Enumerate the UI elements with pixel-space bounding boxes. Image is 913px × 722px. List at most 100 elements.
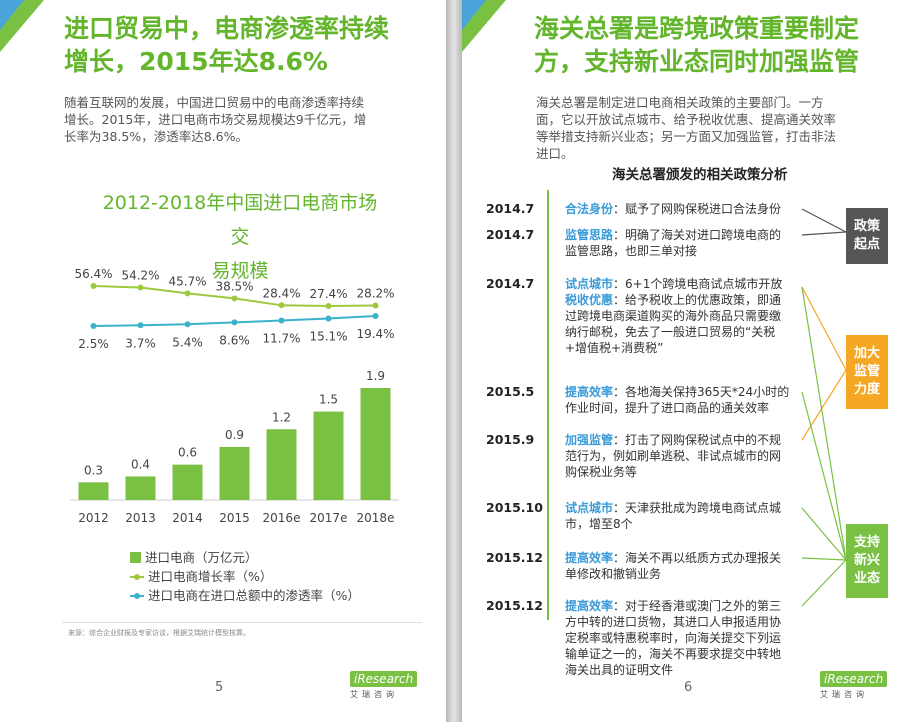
event-tag: 提高效率 [565, 385, 614, 399]
chart-title-line: 2012-2018年中国进口电商市场交 [102, 192, 378, 248]
growth-label: 45.7% [168, 274, 206, 288]
x-tick-label: 2017e [310, 511, 348, 525]
event-line: 单修改和撤销业务 [565, 567, 662, 581]
event-tag: 合法身份 [565, 202, 614, 216]
left-intro: 随着互联网的发展，中国进口贸易中的电商渗透率持续 增长。2015年，进口电商市场… [64, 94, 424, 145]
connector-start [801, 208, 847, 233]
penetration-label: 19.4% [356, 327, 394, 341]
timeline-connectors [801, 208, 847, 607]
legend-label: 进口电商（万亿元） [145, 550, 258, 565]
event-line: 税收优惠：给予税收上的优惠政策，即通 [565, 292, 797, 308]
x-tick-label: 2012 [78, 511, 109, 525]
badge-policy-start: 政策 起点 [846, 208, 888, 264]
title-line: 海关总署是跨境政策重要制定 [534, 14, 860, 43]
penetration-point [278, 317, 285, 324]
legend-item-growth: 进口电商增长率（%） [130, 567, 360, 586]
badge-support-new-business: 支持 新兴 业态 [846, 524, 888, 598]
event-line: 监管思路：明确了海关对进口跨境电商的 [565, 227, 797, 243]
x-tick-label: 2013 [125, 511, 156, 525]
badge-strengthen-supervision: 加大 监管 力度 [846, 335, 888, 409]
growth-label: 54.2% [121, 269, 159, 283]
event-tag: 试点城市 [565, 277, 614, 291]
bar-label: 1.2 [272, 410, 291, 424]
iresearch-logo: iResearch 艾瑞咨询 [350, 668, 430, 704]
connector-support [801, 559, 847, 607]
bar-2014 [172, 464, 203, 500]
iresearch-logo: iResearch 艾瑞咨询 [820, 668, 900, 704]
event-desc: ：明确了海关对进口跨境电商的 [613, 228, 782, 242]
bar-label: 0.9 [225, 428, 244, 442]
event-text: 试点城市：6+1个跨境电商试点城市开放 税收优惠：给予税收上的优惠政策，即通 过… [565, 276, 797, 356]
event-text: 提高效率：对于经香港或澳门之外的第三 方中转的进口货物，其进口人申报适用协 定税… [565, 598, 797, 678]
event-line: 海关出具的证明文件 [565, 663, 674, 677]
bar-2015 [219, 446, 250, 500]
growth-point [278, 302, 285, 309]
event-desc: ：给予税收上的优惠政策，即通 [613, 293, 782, 307]
intro-line: 随着互联网的发展，中国进口贸易中的电商渗透率持续 [64, 95, 365, 110]
legend-swatch-bar [130, 552, 141, 563]
source-note: 来源：综合企业财报及专家访谈，根据艾瑞统计模型核算。 [68, 629, 250, 637]
bar-2013 [125, 476, 156, 500]
bar-label: 0.4 [131, 457, 150, 471]
event-line: 范行为，例如刷单逃税、非试点城市的网 [565, 449, 782, 463]
event-line: 输单证之一的，海关不再要求提交中转地 [565, 647, 782, 661]
bar-label: 0.6 [178, 446, 197, 460]
penetration-label: 5.4% [172, 335, 203, 349]
event-text: 加强监管：打击了网购保税试点中的不规 范行为，例如刷单逃税、非试点城市的网 购保… [565, 432, 797, 480]
intro-line: 增长。2015年，进口电商市场交易规模达9千亿元，增 [64, 112, 367, 127]
penetration-point [184, 321, 191, 328]
intro-line: 海关总署是制定进口电商相关政策的主要部门。一方 [536, 95, 824, 110]
logo-brand: iResearch [820, 671, 888, 687]
event-date: 2015.12 [486, 598, 543, 613]
event-line: 过跨境电商渠道购买的海外商品只需要缴 [565, 309, 782, 323]
legend-label: 进口电商在进口总额中的渗透率（%） [148, 588, 360, 603]
legend-label: 进口电商增长率（%） [148, 569, 273, 584]
event-tag: 税收优惠 [565, 293, 614, 307]
right-page-title: 海关总署是跨境政策重要制定 方，支持新业态同时加强监管 [534, 12, 859, 78]
event-date: 2014.7 [486, 201, 535, 216]
growth-point [325, 303, 332, 309]
connector-support [801, 391, 847, 561]
event-desc: ：天津获批成为跨境电商试点城 [613, 501, 782, 515]
event-line: 定税率或特惠税率时，向海关提交下列运 [565, 631, 782, 645]
connector-support [801, 557, 847, 561]
intro-line: 长率为38.5%，渗透率达8.6%。 [64, 129, 248, 144]
event-tag: 试点城市 [565, 501, 614, 515]
event-text: 合法身份：赋予了网购保税进口合法身份 [565, 201, 797, 217]
event-desc: ：对于经香港或澳门之外的第三 [613, 599, 782, 613]
growth-label: 56.4% [74, 268, 112, 281]
event-line: 方中转的进口货物，其进口人申报适用协 [565, 615, 782, 629]
bar-2017e [313, 411, 344, 500]
badge-line: 监管 [853, 364, 880, 379]
logo-sub: 艾瑞咨询 [350, 690, 398, 699]
event-desc: ：各地海关保持365天*24小时的 [613, 385, 790, 399]
event-line: 试点城市：天津获批成为跨境电商试点城 [565, 500, 797, 516]
event-line: 市，增至8个 [565, 517, 633, 531]
penetration-label: 3.7% [125, 336, 156, 350]
event-date: 2014.7 [486, 227, 535, 242]
event-line: 加强监管：打击了网购保税试点中的不规 [565, 432, 797, 448]
title-line: 增长，2015年达8.6% [64, 47, 328, 76]
title-line: 进口贸易中，电商渗透率持续 [64, 14, 390, 43]
page-number: 5 [215, 680, 224, 695]
event-tag: 加强监管 [565, 433, 614, 447]
badge-line: 支持 [853, 535, 880, 550]
badge-line: 业态 [853, 571, 880, 586]
event-text: 监管思路：明确了海关对进口跨境电商的 监管思路，也即三单对接 [565, 227, 797, 259]
penetration-point [90, 323, 97, 329]
chart-title-line: 易规模 [211, 260, 269, 282]
penetration-point [231, 319, 238, 326]
growth-point [372, 302, 379, 309]
x-tick-label: 2016e [263, 511, 301, 525]
import-ecommerce-chart: 0.3 2012 0.4 2013 0.6 2014 0.9 2015 1.2 2016e 1.5 2… [70, 268, 399, 525]
event-text: 提高效率：海关不再以纸质方式办理报关 单修改和撤销业务 [565, 550, 797, 582]
left-page: 进口贸易中，电商渗透率持续 增长，2015年达8.6% 随着互联网的发展，中国进… [0, 0, 446, 722]
event-date: 2015.12 [486, 550, 543, 565]
penetration-point [325, 315, 332, 322]
book-gutter [446, 0, 462, 722]
page-number: 6 [684, 680, 693, 695]
event-line: 纳行邮税，免去了一般进口贸易的“关税 [565, 325, 776, 339]
event-line: 合法身份：赋予了网购保税进口合法身份 [565, 201, 797, 217]
event-desc: ：打击了网购保税试点中的不规 [613, 433, 782, 447]
legend-item-penetration: 进口电商在进口总额中的渗透率（%） [130, 586, 360, 605]
